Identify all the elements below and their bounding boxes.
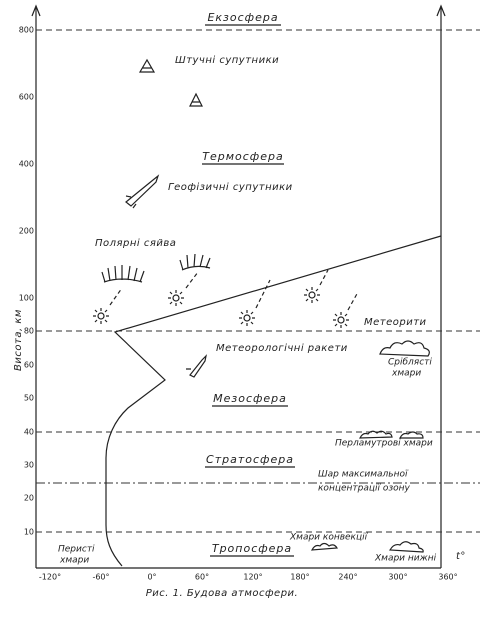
- caption: Рис. 1. Будова атмосфери.: [146, 588, 298, 599]
- cloud-icon: [310, 340, 430, 553]
- aurora-icon: [101, 253, 211, 283]
- label: Перисті: [58, 545, 95, 555]
- label: Метеорити: [364, 317, 427, 328]
- x-tick-label: -120°: [39, 573, 61, 582]
- x-tick-label: -60°: [92, 573, 109, 582]
- layer-name: Стратосфера: [206, 453, 294, 466]
- label: Сріблясті: [388, 358, 432, 368]
- y-tick-label: 50: [24, 394, 34, 403]
- y-tick-label: 200: [19, 227, 34, 236]
- label: Шар максимальної: [318, 470, 409, 480]
- layer-name: Екзосфера: [207, 11, 278, 24]
- label: Полярні сяйва: [95, 237, 176, 249]
- label: концентрації озону: [318, 484, 411, 494]
- x-tick-label: 180°: [290, 573, 309, 582]
- right-arrow: [436, 4, 446, 17]
- y-tick-label: 60: [24, 361, 34, 370]
- y-arrow: [31, 4, 41, 17]
- y-tick-label: 20: [24, 494, 34, 503]
- axis-label: Висота, км: [13, 309, 24, 371]
- y-tick-label: 400: [19, 160, 34, 169]
- y-tick-label: 100: [19, 294, 34, 303]
- y-tick-label: 600: [19, 93, 34, 102]
- label: хмари: [391, 369, 421, 379]
- layer-name: Мезосфера: [213, 392, 287, 405]
- label: Геофізичні супутники: [168, 181, 293, 193]
- x-tick-label: 60°: [195, 573, 209, 582]
- label: Перламутрові хмари: [335, 439, 433, 449]
- label: Хмари нижні: [374, 554, 437, 564]
- y-tick-label: 40: [24, 428, 34, 437]
- y-tick-label: 30: [24, 461, 34, 470]
- layer-name: Тропосфера: [212, 542, 292, 555]
- y-tick-label: 800: [19, 26, 34, 35]
- temperature-curve: [105, 235, 442, 567]
- x-tick-label: 240°: [338, 573, 357, 582]
- x-tick-label: 120°: [243, 573, 262, 582]
- meteor-icon: [93, 269, 359, 328]
- rocket-icon: [125, 174, 207, 378]
- x-tick-label: 0°: [147, 573, 156, 582]
- axis-unit: t°: [456, 551, 466, 562]
- y-tick-label: 80: [24, 327, 34, 336]
- label: Хмари конвекції: [289, 533, 369, 543]
- x-tick-label: 300°: [388, 573, 407, 582]
- x-tick-label: 360°: [438, 573, 457, 582]
- label: Метеорологічні ракети: [216, 342, 348, 354]
- y-tick-label: 10: [24, 528, 34, 537]
- label: хмари: [59, 556, 89, 566]
- satellite-icon: [138, 58, 203, 107]
- layer-name: Термосфера: [202, 150, 283, 163]
- label: Штучні супутники: [175, 54, 279, 66]
